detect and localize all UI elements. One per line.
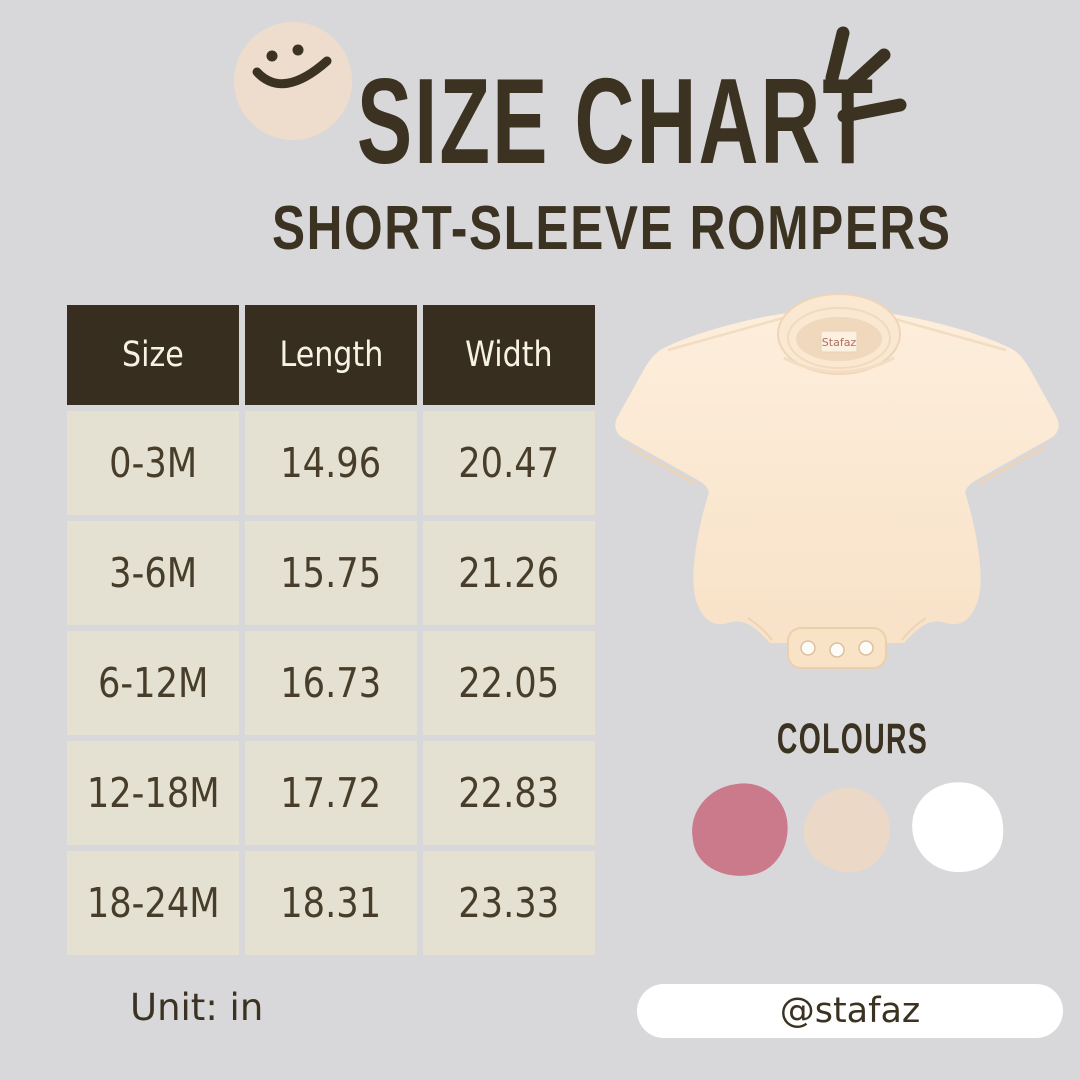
snap-button (800, 640, 816, 656)
table-cell-width: 21.26 (423, 521, 595, 625)
table-cell-value: 3-6M (108, 549, 198, 597)
column-header-width: Width (423, 305, 595, 405)
collar-ribbing (787, 307, 891, 369)
smiley-left-eye (266, 50, 278, 62)
left-shoulder-seam (667, 316, 784, 352)
table-cell-size: 3-6M (67, 521, 239, 625)
table-cell-value: 20.47 (458, 439, 560, 487)
table-cell-value: 15.75 (280, 549, 382, 597)
smiley-mouth (252, 56, 332, 89)
table-cell-value: 12-18M (86, 769, 220, 817)
snap-button (829, 642, 845, 658)
column-header-size-label: Size (122, 335, 184, 375)
sparkle-dashes-icon (823, 26, 909, 128)
page-subtitle: SHORT-SLEEVE ROMPERS (72, 198, 1080, 260)
table-cell-length: 16.73 (245, 631, 417, 735)
table-cell-value: 17.72 (280, 769, 382, 817)
neck-label (820, 330, 858, 353)
sparkle-dashes-graphic (825, 26, 907, 123)
table-cell-value: 18-24M (86, 879, 220, 927)
romper-body (615, 309, 1059, 643)
romper-graphic: Stafaz (615, 293, 1059, 669)
unit-label: Unit: in (130, 986, 264, 1029)
size-table: Size Length Width 0-3M 14.96 20.47 3-6M 15.7… (67, 305, 595, 955)
column-header-size: Size (67, 305, 239, 405)
table-cell-size: 0-3M (67, 411, 239, 515)
left-sleeve-hem-seam (627, 444, 697, 486)
right-leg-gather (901, 617, 927, 641)
smiley-right-eye (292, 44, 304, 56)
table-cell-value: 0-3M (108, 439, 198, 487)
table-cell-size: 18-24M (67, 851, 239, 955)
left-leg-gather (747, 617, 773, 641)
table-cell-value: 6-12M (97, 659, 209, 707)
sparkle-dash-2 (843, 48, 891, 93)
page-subtitle-text: SHORT-SLEEVE ROMPERS (272, 194, 952, 263)
table-cell-size: 12-18M (67, 741, 239, 845)
table-cell-value: 22.83 (458, 769, 560, 817)
sparkle-dash-1 (825, 26, 850, 85)
table-cell-length: 15.75 (245, 521, 417, 625)
neck-label-text: Stafaz (822, 336, 857, 349)
table-cell-value: 23.33 (458, 879, 560, 927)
smiley-icon (234, 20, 354, 142)
table-cell-length: 17.72 (245, 741, 417, 845)
colour-swatch-white (904, 774, 1012, 880)
table-cell-value: 14.96 (280, 439, 382, 487)
table-cell-length: 14.96 (245, 411, 417, 515)
table-cell-width: 22.05 (423, 631, 595, 735)
table-cell-value: 22.05 (458, 659, 560, 707)
romper-product-image: Stafaz (612, 276, 1062, 704)
table-cell-length: 18.31 (245, 851, 417, 955)
table-cell-width: 22.83 (423, 741, 595, 845)
colours-heading-text: COLOURS (776, 715, 928, 763)
colour-swatch-cream-beige (800, 784, 894, 876)
column-header-length: Length (245, 305, 417, 405)
table-cell-value: 16.73 (280, 659, 382, 707)
smiley-face-graphic (234, 22, 352, 140)
colour-swatch-rose-pink (686, 777, 794, 883)
table-cell-width: 20.47 (423, 411, 595, 515)
table-cell-width: 23.33 (423, 851, 595, 955)
page-title: SIZE CHART (76, 60, 1080, 182)
right-shoulder-seam (890, 316, 1007, 352)
sparkle-dash-3 (837, 98, 907, 123)
snap-button (858, 640, 874, 656)
table-cell-size: 6-12M (67, 631, 239, 735)
handle-pill: @stafaz (637, 984, 1063, 1038)
page-title-text: SIZE CHART (356, 53, 876, 189)
table-cell-value: 21.26 (458, 549, 560, 597)
handle-text: @stafaz (779, 991, 921, 1031)
table-cell-value: 18.31 (280, 879, 382, 927)
under-collar-shadow (783, 356, 895, 374)
column-header-length-label: Length (279, 335, 383, 375)
right-sleeve-hem-seam (977, 444, 1047, 486)
column-header-width-label: Width (465, 335, 553, 375)
colours-section-heading: COLOURS (692, 718, 1012, 761)
colour-swatches (686, 774, 1012, 883)
